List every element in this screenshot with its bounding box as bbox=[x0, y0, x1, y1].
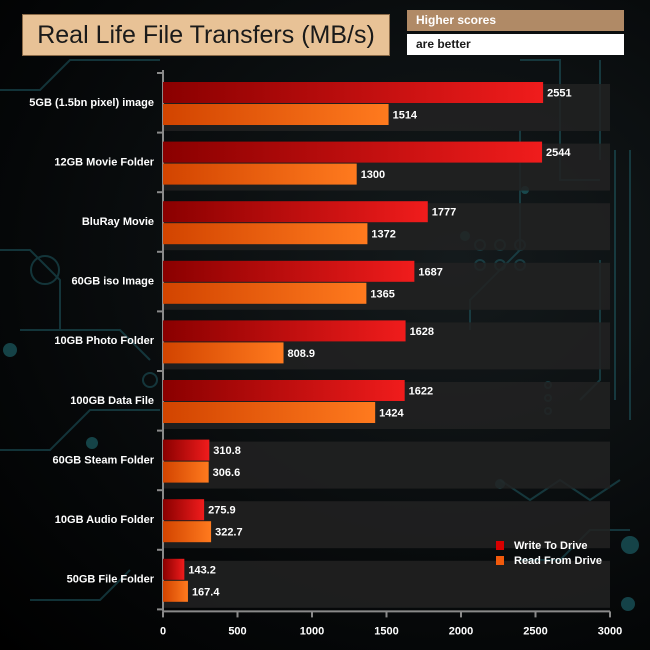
value-label: 2551 bbox=[547, 88, 571, 100]
bar-write bbox=[163, 380, 405, 401]
legend-swatch-write bbox=[496, 541, 504, 550]
value-label: 1777 bbox=[432, 207, 456, 219]
value-label: 1300 bbox=[361, 169, 385, 181]
value-label: 1514 bbox=[393, 110, 418, 122]
legend: Write To Drive Read From Drive bbox=[496, 538, 602, 568]
note-are-better: are better bbox=[407, 34, 624, 55]
bar-read bbox=[163, 342, 284, 364]
legend-label-write: Write To Drive bbox=[514, 539, 588, 552]
value-label: 310.8 bbox=[213, 445, 241, 457]
legend-label-read: Read From Drive bbox=[514, 554, 603, 567]
x-tick-label: 1500 bbox=[374, 625, 398, 637]
row-band bbox=[163, 441, 610, 489]
category-label: 5GB (1.5bn pixel) image bbox=[29, 97, 154, 109]
category-label: 50GB File Folder bbox=[67, 574, 155, 586]
bar-read bbox=[163, 402, 376, 423]
bar-read bbox=[163, 580, 188, 602]
bar-read bbox=[163, 521, 212, 543]
chart-title: Real Life File Transfers (MB/s) bbox=[22, 14, 390, 56]
legend-item-read: Read From Drive bbox=[496, 553, 602, 568]
category-label: BluRay Movie bbox=[82, 216, 154, 228]
x-tick-label: 1000 bbox=[300, 625, 324, 637]
value-label: 1372 bbox=[371, 229, 395, 241]
bar-write bbox=[163, 141, 543, 163]
x-tick-label: 500 bbox=[228, 625, 246, 637]
bar-write bbox=[163, 558, 185, 580]
value-label: 322.7 bbox=[215, 527, 243, 539]
row-band bbox=[163, 501, 610, 549]
bar-write bbox=[163, 499, 205, 521]
legend-item-write: Write To Drive bbox=[496, 538, 602, 553]
category-label: 10GB Audio Folder bbox=[55, 514, 155, 526]
value-label: 167.4 bbox=[192, 586, 220, 598]
bar-write bbox=[163, 439, 210, 461]
bar-write bbox=[163, 260, 415, 282]
value-label: 1628 bbox=[410, 326, 434, 338]
category-label: 12GB Movie Folder bbox=[54, 156, 154, 168]
bar-write bbox=[163, 320, 406, 342]
row-band bbox=[163, 560, 610, 608]
x-tick-label: 2000 bbox=[449, 625, 473, 637]
bar-read bbox=[163, 461, 209, 483]
x-tick-label: 2500 bbox=[523, 625, 547, 637]
value-label: 143.2 bbox=[188, 564, 216, 576]
category-label: 60GB Steam Folder bbox=[53, 454, 155, 466]
x-tick-label: 0 bbox=[160, 625, 166, 637]
note-higher-scores: Higher scores bbox=[407, 10, 624, 31]
bar-read bbox=[163, 104, 389, 125]
bar-read bbox=[163, 163, 357, 185]
value-label: 1424 bbox=[379, 408, 404, 420]
value-label: 808.9 bbox=[288, 348, 316, 360]
value-label: 1687 bbox=[418, 266, 442, 278]
value-label: 275.9 bbox=[208, 505, 236, 517]
value-label: 1622 bbox=[409, 386, 433, 398]
bar-write bbox=[163, 201, 428, 223]
value-label: 306.6 bbox=[213, 467, 241, 479]
category-label: 60GB iso Image bbox=[71, 276, 154, 288]
x-tick-label: 3000 bbox=[598, 625, 622, 637]
bar-write bbox=[163, 82, 544, 103]
bar-read bbox=[163, 223, 368, 245]
category-label: 100GB Data File bbox=[70, 395, 154, 407]
legend-swatch-read bbox=[496, 556, 504, 565]
category-label: 10GB Photo Folder bbox=[54, 335, 154, 347]
value-label: 2544 bbox=[546, 147, 571, 159]
value-label: 1365 bbox=[370, 288, 394, 300]
bar-read bbox=[163, 282, 367, 304]
